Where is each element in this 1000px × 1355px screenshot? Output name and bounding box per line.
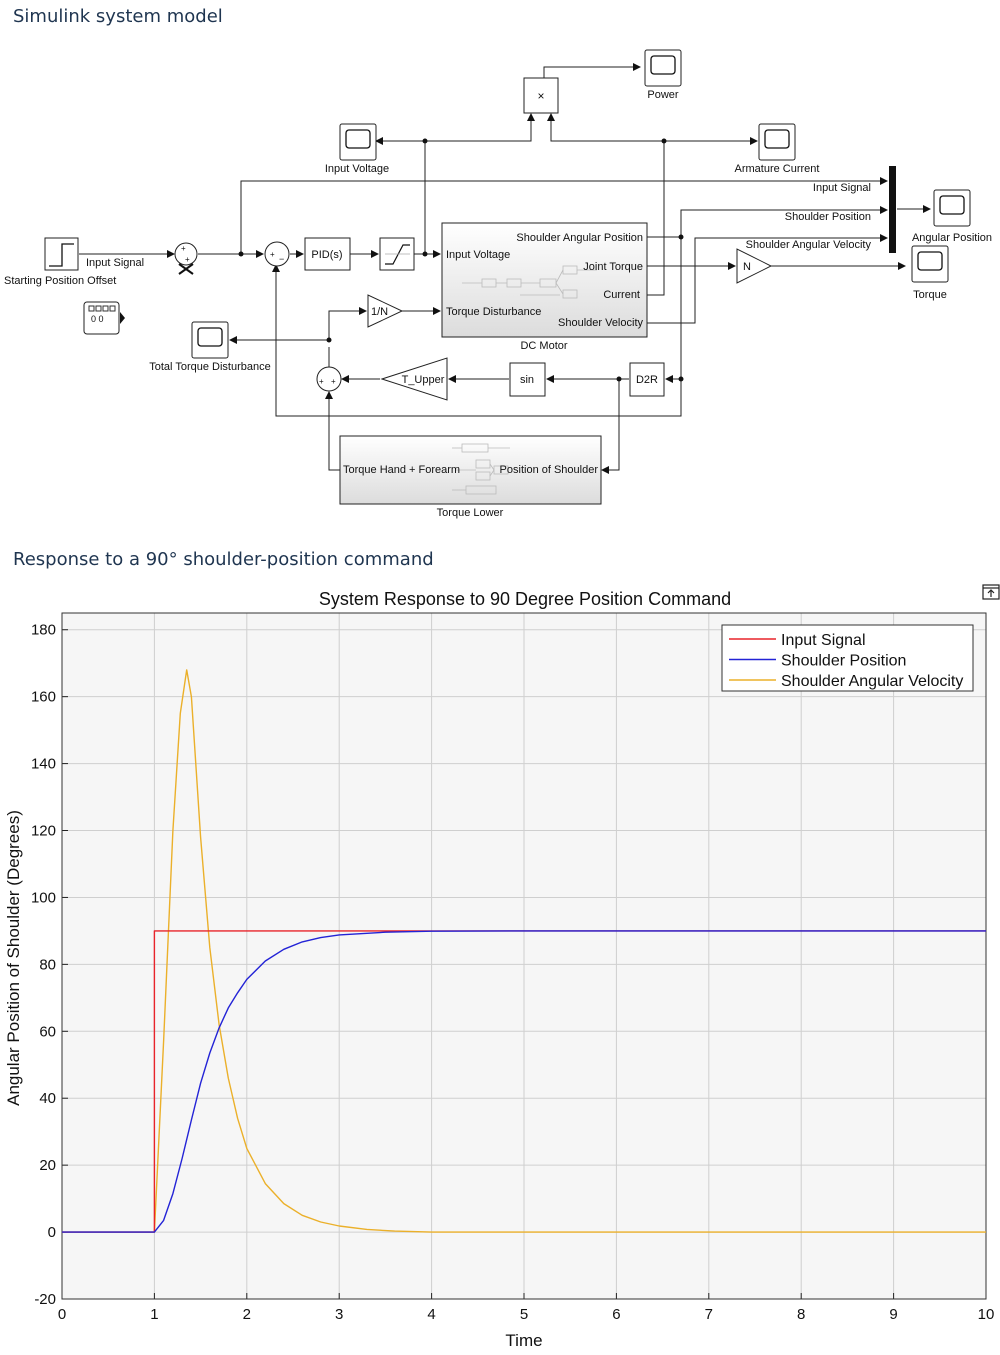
mux-input-3: Shoulder Angular Velocity (746, 239, 872, 251)
series-line-1 (62, 930, 986, 1233)
plot-border (61, 612, 987, 1300)
y-tick-label: 180 (31, 622, 56, 639)
x-tick-label: 10 (978, 1306, 995, 1323)
sum-block-2[interactable]: + − (264, 241, 290, 267)
plot-section-title: Response to a 90° shoulder-position comm… (13, 549, 434, 570)
display-value: 0 0 (91, 314, 104, 324)
x-tick-label: 2 (243, 1306, 251, 1323)
step-input-block[interactable] (44, 237, 79, 271)
x-tick-label: 8 (797, 1306, 805, 1323)
simulink-diagram: Input Signal Starting Position Offset + … (4, 49, 992, 519)
armature-current-label: Armature Current (735, 163, 820, 175)
y-tick-label: 160 (31, 689, 56, 706)
dc-motor-name: DC Motor (520, 340, 567, 352)
torque-lower-name: Torque Lower (437, 507, 504, 519)
sin-label: sin (520, 374, 534, 386)
pid-controller-block[interactable]: PID(s) (304, 237, 351, 271)
x-tick-label: 4 (427, 1306, 435, 1323)
t-upper-label: T_Upper (402, 374, 445, 386)
d2r-block[interactable]: D2R (629, 362, 665, 397)
y-tick-label: 0 (48, 1224, 56, 1241)
model-section-title: Simulink system model (13, 6, 223, 27)
torque-label: Torque (913, 289, 947, 301)
dc-motor-in-voltage: Input Voltage (446, 249, 510, 261)
d2r-label: D2R (636, 374, 658, 386)
sum-block-3[interactable]: + + (316, 366, 342, 392)
product-block[interactable]: × (523, 77, 559, 114)
display-block[interactable]: 0 0 (83, 301, 125, 335)
torque-lower-subsystem[interactable] (339, 435, 602, 505)
sum-block-1[interactable]: + + (174, 242, 198, 275)
mux-block[interactable] (889, 166, 896, 253)
x-tick-label: 1 (150, 1306, 158, 1323)
step-input-label: Input Signal (86, 257, 144, 269)
svg-text:+: + (331, 377, 336, 386)
torque-lower-in-label: Position of Shoulder (500, 464, 599, 476)
svg-text:+: + (319, 377, 324, 386)
total-torque-disturbance-scope[interactable] (191, 321, 229, 359)
y-tick-label: 80 (39, 956, 56, 973)
legend-entry-2: Shoulder Angular Velocity (781, 673, 963, 690)
series-line-2 (62, 669, 986, 1233)
y-tick-label: 40 (39, 1090, 56, 1107)
svg-text:+: + (185, 255, 190, 264)
dc-motor-in-disturbance: Torque Disturbance (446, 306, 541, 318)
torque-scope[interactable] (911, 245, 949, 283)
chart-title: System Response to 90 Degree Position Co… (319, 589, 731, 609)
x-tick-label: 9 (889, 1306, 897, 1323)
chart-series (62, 669, 986, 1233)
armature-current-scope[interactable] (758, 123, 796, 161)
svg-text:−: − (279, 254, 284, 264)
y-tick-label: 140 (31, 756, 56, 773)
saturation-block[interactable] (379, 237, 415, 271)
gain-n-block[interactable]: N (736, 248, 773, 284)
y-tick-label: 20 (39, 1157, 56, 1174)
chart-x-axis-label: Time (505, 1331, 542, 1350)
dc-motor-subsystem[interactable] (441, 222, 648, 338)
dc-motor-out-current: Current (603, 289, 640, 301)
angular-position-label: Angular Position (912, 232, 992, 244)
t-upper-gain-block[interactable]: T_Upper (380, 357, 448, 401)
x-tick-label: 5 (520, 1306, 528, 1323)
inverse-n-gain-block[interactable]: 1/N (367, 294, 404, 328)
y-tick-label: 120 (31, 823, 56, 840)
legend-entry-0: Input Signal (781, 632, 866, 649)
x-tick-label: 6 (612, 1306, 620, 1323)
gain-n-label: N (743, 261, 751, 273)
pid-label: PID(s) (311, 249, 342, 261)
x-tick-label: 0 (58, 1306, 66, 1323)
dc-motor-out-velocity: Shoulder Velocity (558, 317, 643, 329)
sin-block[interactable]: sin (509, 362, 546, 397)
chart-grid (61, 613, 987, 1300)
svg-text:+: + (270, 250, 275, 259)
inverse-n-label: 1/N (371, 306, 388, 318)
total-torque-disturbance-label: Total Torque Disturbance (149, 361, 270, 373)
dc-motor-out-joint-torque: Joint Torque (583, 261, 643, 273)
svg-text:+: + (181, 244, 186, 253)
signal-wires (79, 63, 931, 474)
mux-input-2: Shoulder Position (785, 211, 871, 223)
torque-lower-out-label: Torque Hand + Forearm (343, 464, 460, 476)
y-tick-label: -20 (34, 1291, 56, 1308)
dc-motor-out-angular-position: Shoulder Angular Position (516, 232, 643, 244)
y-tick-label: 60 (39, 1023, 56, 1040)
product-symbol: × (537, 89, 544, 103)
export-icon[interactable] (982, 584, 1000, 600)
starting-position-offset-label: Starting Position Offset (4, 275, 116, 287)
x-tick-label: 3 (335, 1306, 343, 1323)
legend-entry-1: Shoulder Position (781, 653, 906, 670)
chart-legend: Input Signal Shoulder Position Shoulder An… (721, 624, 974, 692)
y-tick-label: 100 (31, 889, 56, 906)
power-label: Power (647, 89, 679, 101)
input-voltage-scope-label: Input Voltage (325, 163, 389, 175)
chart-y-axis-label: Angular Position of Shoulder (Degrees) (4, 810, 23, 1106)
response-chart: 0 1 2 3 4 5 6 7 8 9 10-20020406080100120140160180 … (4, 584, 1000, 1350)
mux-input-1: Input Signal (813, 182, 871, 194)
power-scope[interactable] (644, 49, 682, 87)
input-voltage-scope[interactable] (339, 123, 377, 161)
angular-position-scope[interactable] (933, 189, 971, 227)
x-tick-label: 7 (705, 1306, 713, 1323)
